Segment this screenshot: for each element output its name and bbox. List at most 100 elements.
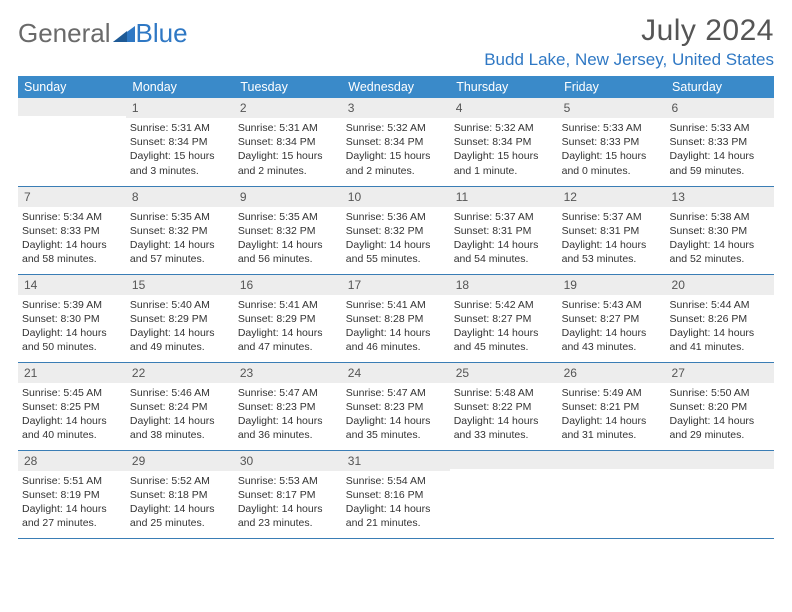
brand-text-2: Blue [136, 18, 188, 49]
daylight-text: Daylight: 14 hours and 40 minutes. [22, 414, 122, 442]
day-body: Sunrise: 5:42 AMSunset: 8:27 PMDaylight:… [450, 295, 558, 357]
day-number: 4 [450, 98, 558, 118]
day-number: 19 [558, 275, 666, 295]
day-number: 2 [234, 98, 342, 118]
day-body: Sunrise: 5:41 AMSunset: 8:29 PMDaylight:… [234, 295, 342, 357]
sunrise-text: Sunrise: 5:31 AM [130, 121, 230, 135]
day-number: 30 [234, 451, 342, 471]
sunrise-text: Sunrise: 5:49 AM [562, 386, 662, 400]
sunrise-text: Sunrise: 5:51 AM [22, 474, 122, 488]
sunrise-text: Sunrise: 5:38 AM [670, 210, 770, 224]
sunset-text: Sunset: 8:32 PM [346, 224, 446, 238]
sunrise-text: Sunrise: 5:48 AM [454, 386, 554, 400]
sunset-text: Sunset: 8:23 PM [346, 400, 446, 414]
sunset-text: Sunset: 8:23 PM [238, 400, 338, 414]
sunrise-text: Sunrise: 5:39 AM [22, 298, 122, 312]
sunset-text: Sunset: 8:27 PM [454, 312, 554, 326]
day-body: Sunrise: 5:48 AMSunset: 8:22 PMDaylight:… [450, 383, 558, 445]
daylight-text: Daylight: 14 hours and 55 minutes. [346, 238, 446, 266]
day-number: 8 [126, 187, 234, 207]
calendar-day-cell: 27Sunrise: 5:50 AMSunset: 8:20 PMDayligh… [666, 362, 774, 450]
sunrise-text: Sunrise: 5:35 AM [130, 210, 230, 224]
sunrise-text: Sunrise: 5:36 AM [346, 210, 446, 224]
calendar-day-cell: 16Sunrise: 5:41 AMSunset: 8:29 PMDayligh… [234, 274, 342, 362]
sunset-text: Sunset: 8:26 PM [670, 312, 770, 326]
daylight-text: Daylight: 14 hours and 43 minutes. [562, 326, 662, 354]
calendar-day-cell [558, 450, 666, 538]
weekday-header: Monday [126, 76, 234, 98]
daylight-text: Daylight: 14 hours and 21 minutes. [346, 502, 446, 530]
day-body [558, 469, 666, 519]
sunrise-text: Sunrise: 5:44 AM [670, 298, 770, 312]
daylight-text: Daylight: 14 hours and 35 minutes. [346, 414, 446, 442]
day-number: 14 [18, 275, 126, 295]
day-body: Sunrise: 5:31 AMSunset: 8:34 PMDaylight:… [126, 118, 234, 180]
sunset-text: Sunset: 8:33 PM [562, 135, 662, 149]
calendar-day-cell: 30Sunrise: 5:53 AMSunset: 8:17 PMDayligh… [234, 450, 342, 538]
day-number: 31 [342, 451, 450, 471]
calendar-day-cell: 24Sunrise: 5:47 AMSunset: 8:23 PMDayligh… [342, 362, 450, 450]
daylight-text: Daylight: 15 hours and 0 minutes. [562, 149, 662, 177]
calendar-day-cell: 21Sunrise: 5:45 AMSunset: 8:25 PMDayligh… [18, 362, 126, 450]
daylight-text: Daylight: 14 hours and 54 minutes. [454, 238, 554, 266]
daylight-text: Daylight: 14 hours and 52 minutes. [670, 238, 770, 266]
calendar-body: 1Sunrise: 5:31 AMSunset: 8:34 PMDaylight… [18, 98, 774, 538]
daylight-text: Daylight: 14 hours and 47 minutes. [238, 326, 338, 354]
day-body: Sunrise: 5:32 AMSunset: 8:34 PMDaylight:… [450, 118, 558, 180]
sunrise-text: Sunrise: 5:53 AM [238, 474, 338, 488]
day-number: 7 [18, 187, 126, 207]
sunset-text: Sunset: 8:33 PM [670, 135, 770, 149]
calendar-day-cell: 8Sunrise: 5:35 AMSunset: 8:32 PMDaylight… [126, 186, 234, 274]
daylight-text: Daylight: 14 hours and 56 minutes. [238, 238, 338, 266]
sunset-text: Sunset: 8:32 PM [130, 224, 230, 238]
sunset-text: Sunset: 8:29 PM [130, 312, 230, 326]
calendar-day-cell: 12Sunrise: 5:37 AMSunset: 8:31 PMDayligh… [558, 186, 666, 274]
day-number: 3 [342, 98, 450, 118]
day-number: 18 [450, 275, 558, 295]
day-number: 23 [234, 363, 342, 383]
daylight-text: Daylight: 14 hours and 58 minutes. [22, 238, 122, 266]
day-number: 6 [666, 98, 774, 118]
sunset-text: Sunset: 8:18 PM [130, 488, 230, 502]
day-number: 11 [450, 187, 558, 207]
sunset-text: Sunset: 8:31 PM [562, 224, 662, 238]
sunrise-text: Sunrise: 5:45 AM [22, 386, 122, 400]
daylight-text: Daylight: 15 hours and 3 minutes. [130, 149, 230, 177]
calendar-day-cell: 13Sunrise: 5:38 AMSunset: 8:30 PMDayligh… [666, 186, 774, 274]
day-number [450, 451, 558, 469]
sunrise-text: Sunrise: 5:32 AM [346, 121, 446, 135]
day-body: Sunrise: 5:47 AMSunset: 8:23 PMDaylight:… [234, 383, 342, 445]
day-body: Sunrise: 5:45 AMSunset: 8:25 PMDaylight:… [18, 383, 126, 445]
sunset-text: Sunset: 8:24 PM [130, 400, 230, 414]
sunset-text: Sunset: 8:19 PM [22, 488, 122, 502]
day-number: 9 [234, 187, 342, 207]
sunset-text: Sunset: 8:31 PM [454, 224, 554, 238]
day-body: Sunrise: 5:50 AMSunset: 8:20 PMDaylight:… [666, 383, 774, 445]
calendar-day-cell: 6Sunrise: 5:33 AMSunset: 8:33 PMDaylight… [666, 98, 774, 186]
calendar-day-cell: 23Sunrise: 5:47 AMSunset: 8:23 PMDayligh… [234, 362, 342, 450]
weekday-header: Thursday [450, 76, 558, 98]
calendar-day-cell: 10Sunrise: 5:36 AMSunset: 8:32 PMDayligh… [342, 186, 450, 274]
calendar-day-cell [450, 450, 558, 538]
day-number: 22 [126, 363, 234, 383]
daylight-text: Daylight: 14 hours and 33 minutes. [454, 414, 554, 442]
calendar-page: General Blue July 2024 Budd Lake, New Je… [0, 0, 792, 549]
day-number: 12 [558, 187, 666, 207]
calendar-week-row: 28Sunrise: 5:51 AMSunset: 8:19 PMDayligh… [18, 450, 774, 538]
day-body: Sunrise: 5:34 AMSunset: 8:33 PMDaylight:… [18, 207, 126, 269]
calendar-day-cell: 2Sunrise: 5:31 AMSunset: 8:34 PMDaylight… [234, 98, 342, 186]
daylight-text: Daylight: 14 hours and 46 minutes. [346, 326, 446, 354]
sunset-text: Sunset: 8:34 PM [238, 135, 338, 149]
weekday-header: Tuesday [234, 76, 342, 98]
daylight-text: Daylight: 14 hours and 36 minutes. [238, 414, 338, 442]
daylight-text: Daylight: 14 hours and 59 minutes. [670, 149, 770, 177]
day-number: 17 [342, 275, 450, 295]
weekday-header-row: Sunday Monday Tuesday Wednesday Thursday… [18, 76, 774, 98]
day-body: Sunrise: 5:47 AMSunset: 8:23 PMDaylight:… [342, 383, 450, 445]
sunset-text: Sunset: 8:33 PM [22, 224, 122, 238]
daylight-text: Daylight: 14 hours and 23 minutes. [238, 502, 338, 530]
sunset-text: Sunset: 8:29 PM [238, 312, 338, 326]
day-number: 29 [126, 451, 234, 471]
day-number: 26 [558, 363, 666, 383]
sunrise-text: Sunrise: 5:52 AM [130, 474, 230, 488]
